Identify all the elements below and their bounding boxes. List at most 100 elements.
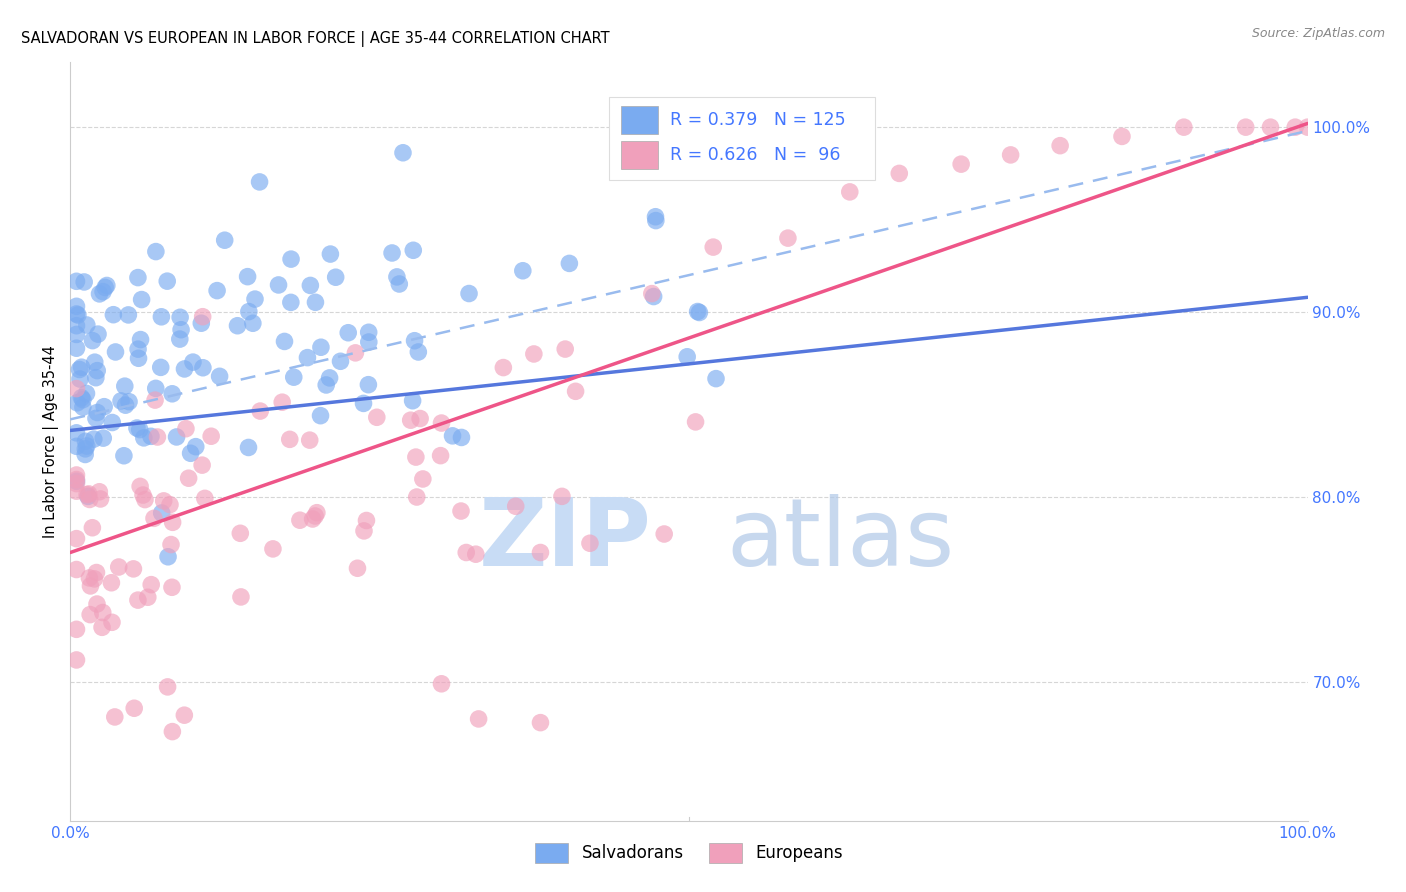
Point [357, 326, 380, 340]
Point [353, 396, 375, 410]
Y-axis label: In Labor Force | Age 35-44: In Labor Force | Age 35-44 [44, 345, 59, 538]
Text: ZIP: ZIP [479, 494, 652, 586]
FancyBboxPatch shape [609, 96, 875, 180]
Point [1234, 120, 1257, 135]
Point [150, 310, 173, 324]
Point [76, 318, 98, 332]
Point [152, 494, 174, 508]
Point [467, 712, 489, 726]
Point [214, 233, 236, 247]
Point [304, 295, 326, 310]
Point [704, 371, 727, 385]
Point [676, 350, 699, 364]
Point [889, 166, 911, 180]
Point [242, 316, 264, 330]
Point [65, 562, 87, 576]
Point [131, 293, 153, 307]
Point [169, 332, 191, 346]
Point [83, 355, 105, 369]
Point [79, 607, 101, 622]
Point [84, 370, 107, 384]
Point [318, 371, 340, 385]
Point [180, 446, 202, 460]
Point [107, 560, 129, 574]
Point [114, 398, 136, 412]
Point [190, 316, 212, 330]
Point [96, 278, 118, 293]
Point [174, 422, 197, 436]
Point [65, 439, 87, 453]
Point [392, 145, 415, 160]
Point [83, 572, 105, 586]
Point [280, 252, 302, 266]
Point [91, 620, 114, 634]
Point [450, 430, 472, 444]
Point [688, 305, 710, 319]
Point [65, 425, 87, 440]
Point [86, 363, 108, 377]
Point [337, 326, 360, 340]
Point [128, 423, 150, 437]
Point [226, 318, 249, 333]
Point [65, 327, 87, 342]
Point [66, 308, 89, 322]
Point [366, 410, 388, 425]
Point [79, 571, 101, 585]
Point [149, 360, 172, 375]
Point [299, 278, 322, 293]
Point [139, 429, 162, 443]
Point [208, 369, 231, 384]
Point [238, 441, 260, 455]
Point [170, 323, 193, 337]
Point [399, 413, 422, 427]
Point [65, 382, 87, 396]
Point [141, 577, 163, 591]
Point [72, 392, 94, 407]
Point [304, 508, 326, 523]
Point [104, 710, 127, 724]
Point [184, 440, 207, 454]
Point [104, 345, 127, 359]
Point [94, 280, 117, 294]
Point [181, 355, 204, 369]
Point [65, 623, 87, 637]
Point [288, 513, 311, 527]
Point [125, 421, 148, 435]
Point [65, 468, 87, 483]
Text: SALVADORAN VS EUROPEAN IN LABOR FORCE | AGE 35-44 CORRELATION CHART: SALVADORAN VS EUROPEAN IN LABOR FORCE | … [21, 31, 610, 47]
Point [129, 333, 152, 347]
Point [143, 511, 166, 525]
Point [122, 701, 145, 715]
Point [644, 210, 666, 224]
Point [429, 449, 451, 463]
Point [325, 270, 347, 285]
Point [173, 362, 195, 376]
Point [100, 575, 122, 590]
Point [205, 284, 228, 298]
Point [319, 247, 342, 261]
Point [529, 715, 551, 730]
Point [385, 269, 408, 284]
Point [298, 433, 321, 447]
Point [458, 286, 481, 301]
Point [191, 360, 214, 375]
Point [91, 285, 114, 299]
Point [297, 351, 319, 365]
Point [101, 615, 124, 630]
Point [229, 526, 252, 541]
Point [70, 391, 93, 405]
Point [118, 394, 141, 409]
Point [114, 379, 136, 393]
Point [65, 484, 87, 499]
Point [79, 492, 101, 507]
Point [685, 415, 707, 429]
Point [69, 362, 91, 376]
Point [430, 416, 453, 430]
Point [157, 549, 180, 564]
Point [200, 429, 222, 443]
Point [309, 340, 332, 354]
Point [150, 506, 173, 520]
Point [267, 277, 290, 292]
Point [315, 378, 337, 392]
Point [505, 500, 527, 514]
